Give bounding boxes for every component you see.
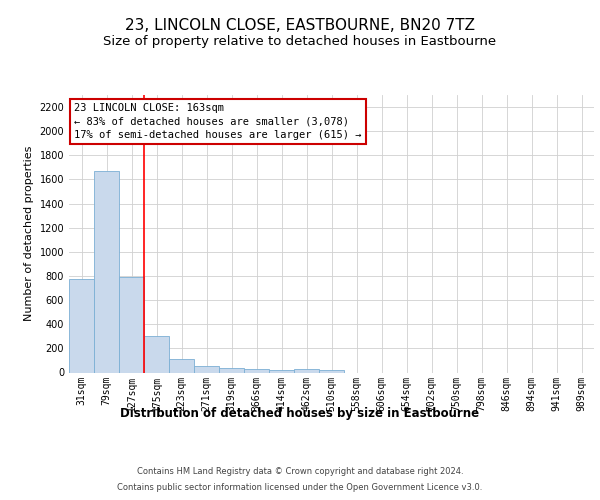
Y-axis label: Number of detached properties: Number of detached properties [24,146,34,322]
Bar [244,369,269,372]
Text: Distribution of detached houses by size in Eastbourne: Distribution of detached houses by size … [121,408,479,420]
Bar [69,279,94,372]
Bar [119,277,144,372]
Bar [219,368,244,372]
Bar [144,336,169,372]
Text: Contains public sector information licensed under the Open Government Licence v3: Contains public sector information licen… [118,482,482,492]
Text: 23 LINCOLN CLOSE: 163sqm
← 83% of detached houses are smaller (3,078)
17% of sem: 23 LINCOLN CLOSE: 163sqm ← 83% of detach… [74,104,362,140]
Bar [94,171,119,372]
Bar [269,370,294,372]
Text: Contains HM Land Registry data © Crown copyright and database right 2024.: Contains HM Land Registry data © Crown c… [137,468,463,476]
Bar [194,366,219,372]
Text: 23, LINCOLN CLOSE, EASTBOURNE, BN20 7TZ: 23, LINCOLN CLOSE, EASTBOURNE, BN20 7TZ [125,18,475,32]
Text: Size of property relative to detached houses in Eastbourne: Size of property relative to detached ho… [103,35,497,48]
Bar [319,370,344,372]
Bar [169,358,194,372]
Bar [294,370,319,372]
